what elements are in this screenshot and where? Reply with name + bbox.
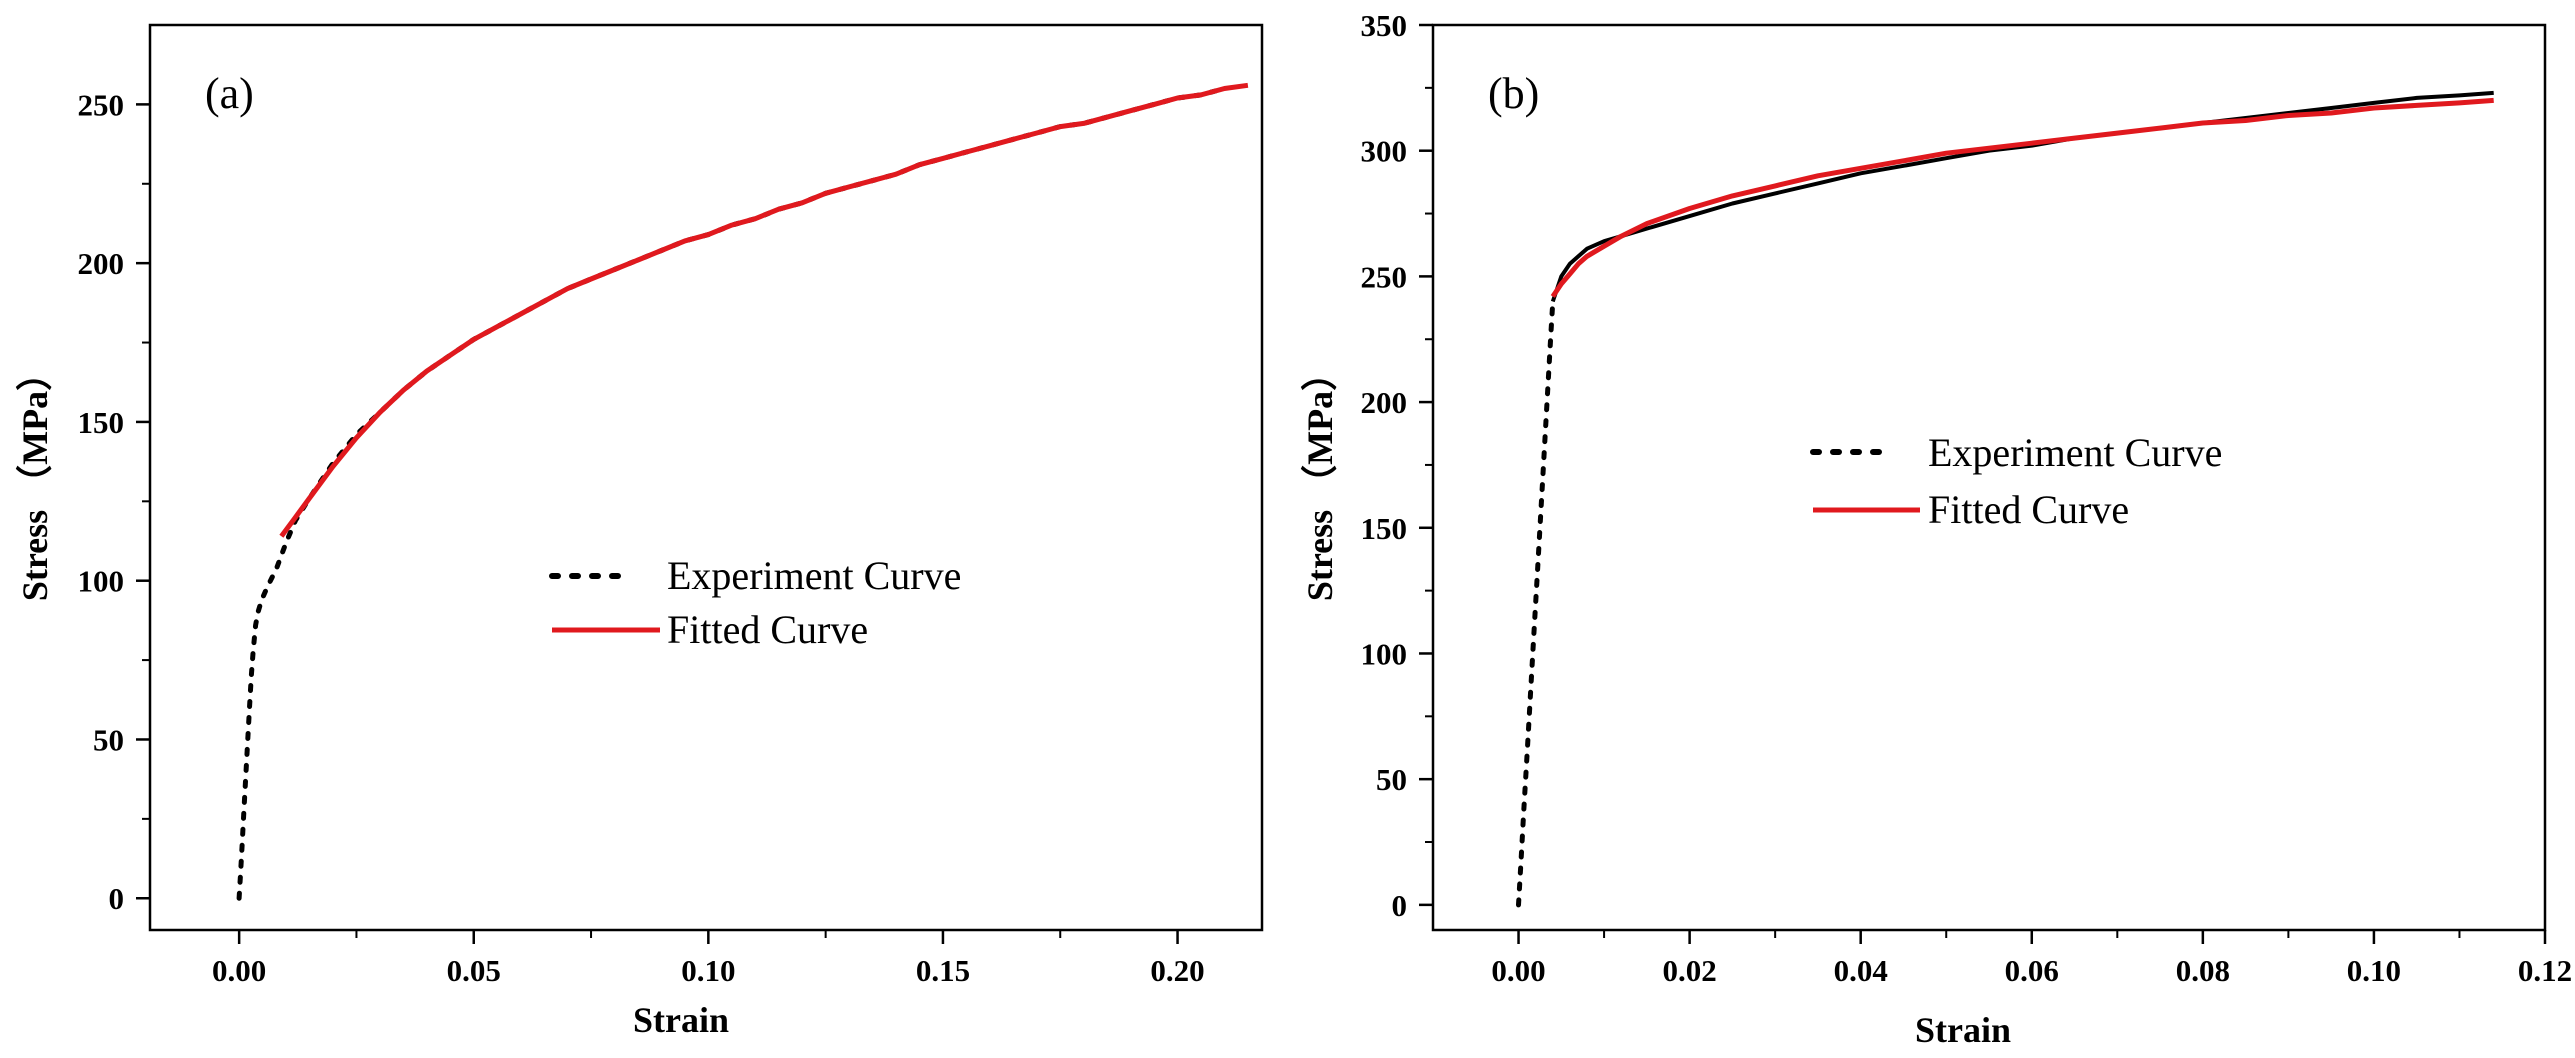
x-tick-label: 0.05 <box>447 953 501 988</box>
series-line-experiment-curve <box>236 86 1227 901</box>
x-axis-title-b: Strain <box>1915 1010 2011 1050</box>
y-tick-label: 0 <box>109 881 125 916</box>
panel-label-b: (b) <box>1488 69 1539 118</box>
legend-b: Experiment Curve Fitted Curve <box>1810 430 2222 532</box>
legend-a: Experiment Curve Fitted Curve <box>549 553 961 652</box>
plot-frame-a <box>148 23 1264 932</box>
legend-label-experiment-b: Experiment Curve <box>1928 430 2222 475</box>
y-tick-label: 250 <box>1361 259 1408 294</box>
x-tick-label: 0.12 <box>2518 953 2572 988</box>
series-line-experiment-curve-continued <box>1550 90 2494 303</box>
y-tick-label: 150 <box>1361 511 1408 546</box>
y-tick-label: 300 <box>1361 134 1408 169</box>
legend-label-fitted-a: Fitted Curve <box>667 607 868 652</box>
series-line-experiment-curve <box>1516 299 1556 908</box>
x-tick-label: 0.02 <box>1662 953 1716 988</box>
y-tick-label: 50 <box>1376 762 1407 797</box>
legend-label-experiment-a: Experiment Curve <box>667 553 961 598</box>
x-tick-label: 0.06 <box>2005 953 2059 988</box>
panel-label-a: (a) <box>205 69 254 118</box>
axis-ticks-b: 0.00 0.02 0.04 0.06 0.08 0.10 0.12 0 50 100 150 200… <box>1361 8 2573 988</box>
y-tick-label: 100 <box>78 564 125 599</box>
y-tick-label: 200 <box>1361 385 1408 420</box>
y-axis-title-b: Stress （MPa） <box>1300 355 1340 601</box>
plot-area-a <box>236 82 1249 901</box>
x-tick-label: 0.00 <box>212 953 266 988</box>
y-tick-label: 50 <box>93 722 124 757</box>
x-axis-title-a: Strain <box>633 1000 729 1040</box>
y-tick-label: 200 <box>78 246 125 281</box>
x-tick-label: 0.04 <box>1834 953 1888 988</box>
y-tick-label: 250 <box>78 87 125 122</box>
y-tick-label: 100 <box>1361 636 1408 671</box>
x-tick-label: 0.00 <box>1491 953 1545 988</box>
plot-frame-b <box>1431 23 2547 932</box>
x-tick-label: 0.20 <box>1150 953 1204 988</box>
x-tick-label: 0.15 <box>916 953 970 988</box>
legend-label-fitted-b: Fitted Curve <box>1928 487 2129 532</box>
axis-ticks-a: 0.00 0.05 0.10 0.15 0.20 0 50 100 150 200 250 <box>78 87 1205 988</box>
chart-panel-b: 0.00 0.02 0.04 0.06 0.08 0.10 0.12 0 50 100 150 200… <box>1300 8 2572 1050</box>
y-tick-label: 350 <box>1361 8 1408 43</box>
y-axis-title-a: Stress （MPa） <box>15 355 55 601</box>
plot-area-b <box>1516 90 2494 908</box>
series-line-fitted-curve <box>1550 97 2494 298</box>
x-tick-label: 0.08 <box>2176 953 2230 988</box>
y-tick-label: 0 <box>1392 888 1408 923</box>
series-line-fitted-curve <box>279 82 1249 538</box>
y-tick-label: 150 <box>78 405 125 440</box>
x-tick-label: 0.10 <box>2347 953 2401 988</box>
x-tick-label: 0.10 <box>681 953 735 988</box>
